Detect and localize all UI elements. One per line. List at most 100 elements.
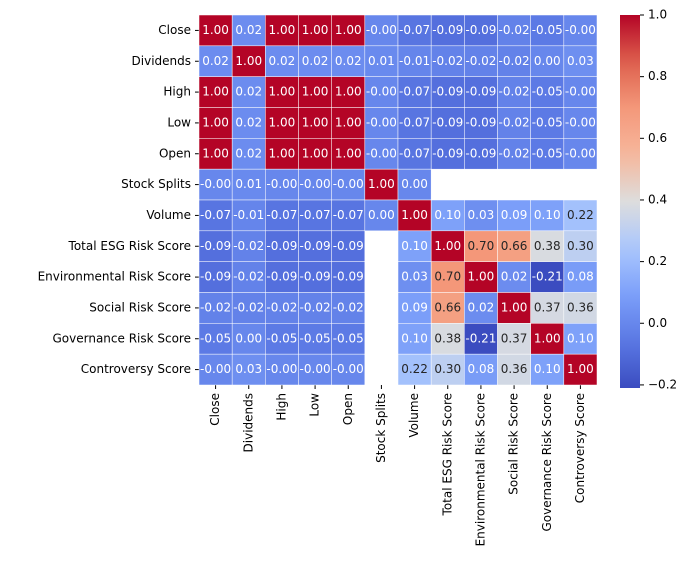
cell-label: -0.09 — [465, 85, 496, 99]
heatmap-cell — [464, 76, 498, 108]
heatmap-cell — [464, 138, 498, 170]
heatmap-cell — [298, 199, 332, 232]
cell-label: -0.05 — [532, 23, 563, 37]
heatmap-cell — [331, 292, 366, 324]
heatmap-cell — [464, 261, 498, 293]
heatmap-cell — [331, 353, 366, 386]
heatmap-cell — [464, 107, 498, 139]
cell-label: -0.02 — [499, 115, 530, 129]
heatmap-cell — [265, 261, 299, 293]
cell-label: 1.00 — [335, 85, 362, 99]
x-tick-label: Low — [308, 393, 322, 417]
cell-label: 0.02 — [269, 54, 296, 68]
cell-label: 0.02 — [335, 54, 362, 68]
heatmap-cell — [397, 138, 432, 170]
heatmap-cell — [530, 353, 565, 386]
heatmap-cell — [397, 353, 432, 386]
colorbar-tick-label: −0.2 — [648, 377, 677, 391]
cell-label: -0.09 — [333, 239, 364, 253]
cell-label: -0.07 — [399, 146, 430, 160]
heatmap-cell — [563, 353, 598, 386]
heatmap-cell — [364, 45, 399, 77]
cell-label: -0.00 — [565, 23, 596, 37]
heatmap-cell — [430, 292, 465, 324]
cell-label: 0.02 — [235, 85, 262, 99]
x-tick-label: Close — [208, 393, 222, 426]
heatmap-cell — [198, 230, 233, 262]
heatmap-cell — [530, 14, 565, 47]
cell-label: 1.00 — [202, 23, 229, 37]
heatmap-cell — [497, 76, 531, 108]
cell-label: -0.00 — [366, 115, 397, 129]
x-tick-label: Volume — [407, 393, 421, 438]
heatmap-cell — [364, 168, 399, 201]
cell-label: 0.00 — [534, 54, 561, 68]
cell-label: 0.08 — [468, 362, 495, 376]
cell-label: -0.09 — [200, 239, 231, 253]
heatmap-cell — [464, 45, 498, 77]
cell-label: -0.00 — [565, 115, 596, 129]
heatmap-cell — [231, 168, 266, 201]
heatmap-cell — [265, 14, 299, 47]
y-tick-label: Low — [167, 115, 191, 129]
cell-label: 1.00 — [269, 146, 296, 160]
heatmap-cell — [298, 168, 332, 201]
cell-label: 1.00 — [269, 23, 296, 37]
heatmap-cell — [464, 292, 498, 324]
heatmap-cell — [530, 230, 565, 262]
cell-label: 1.00 — [368, 177, 395, 191]
cell-label: -0.09 — [300, 239, 331, 253]
cell-label: 0.36 — [567, 300, 594, 314]
cell-label: 0.10 — [534, 362, 561, 376]
cell-label: -0.00 — [266, 362, 297, 376]
cell-label: -0.05 — [532, 146, 563, 160]
heatmap-cell — [198, 261, 233, 293]
heatmap-cell — [331, 138, 366, 170]
heatmap-cell — [231, 14, 266, 47]
heatmap-cell — [198, 199, 233, 232]
heatmap-cell — [231, 230, 266, 262]
cell-label: -0.00 — [565, 85, 596, 99]
cell-label: 0.10 — [567, 331, 594, 345]
heatmap-cell — [231, 323, 266, 355]
cell-label: -0.05 — [333, 331, 364, 345]
cell-label: 1.00 — [235, 54, 262, 68]
cell-label: 1.00 — [269, 115, 296, 129]
cell-label: -0.02 — [432, 54, 463, 68]
cell-label: -0.09 — [266, 270, 297, 284]
heatmap-cell — [364, 14, 399, 47]
cell-label: -0.02 — [233, 270, 264, 284]
y-tick-label: Governance Risk Score — [52, 331, 191, 345]
cell-label: -0.02 — [233, 300, 264, 314]
heatmap-cell — [563, 107, 598, 139]
cell-label: 1.00 — [302, 146, 329, 160]
cell-label: 0.00 — [368, 208, 395, 222]
cell-label: -0.07 — [266, 208, 297, 222]
y-tick-label: Controversy Score — [81, 362, 191, 376]
cell-label: -0.21 — [465, 331, 496, 345]
cell-label: 0.02 — [235, 115, 262, 129]
heatmap-cell — [497, 14, 531, 47]
cell-label: -0.00 — [300, 362, 331, 376]
cell-label: -0.02 — [499, 146, 530, 160]
cell-label: -0.09 — [465, 23, 496, 37]
cell-label: 0.01 — [235, 177, 262, 191]
cell-label: -0.00 — [200, 362, 231, 376]
heatmap-cell — [397, 168, 432, 201]
cell-label: -0.02 — [333, 300, 364, 314]
heatmap-cell — [198, 292, 233, 324]
cell-label: 0.09 — [401, 300, 428, 314]
y-tick-label: Volume — [146, 208, 191, 222]
heatmap-cell — [530, 138, 565, 170]
heatmap-cell — [397, 45, 432, 77]
cell-label: 1.00 — [567, 362, 594, 376]
heatmap-cell — [563, 138, 598, 170]
cell-label: 0.10 — [401, 239, 428, 253]
cell-label: 0.10 — [534, 208, 561, 222]
cell-label: -0.21 — [532, 270, 563, 284]
cell-label: 1.00 — [335, 23, 362, 37]
heatmap-cell — [497, 138, 531, 170]
cell-label: 1.00 — [302, 85, 329, 99]
y-tick-label: Open — [159, 146, 191, 160]
cell-label: 1.00 — [401, 208, 428, 222]
